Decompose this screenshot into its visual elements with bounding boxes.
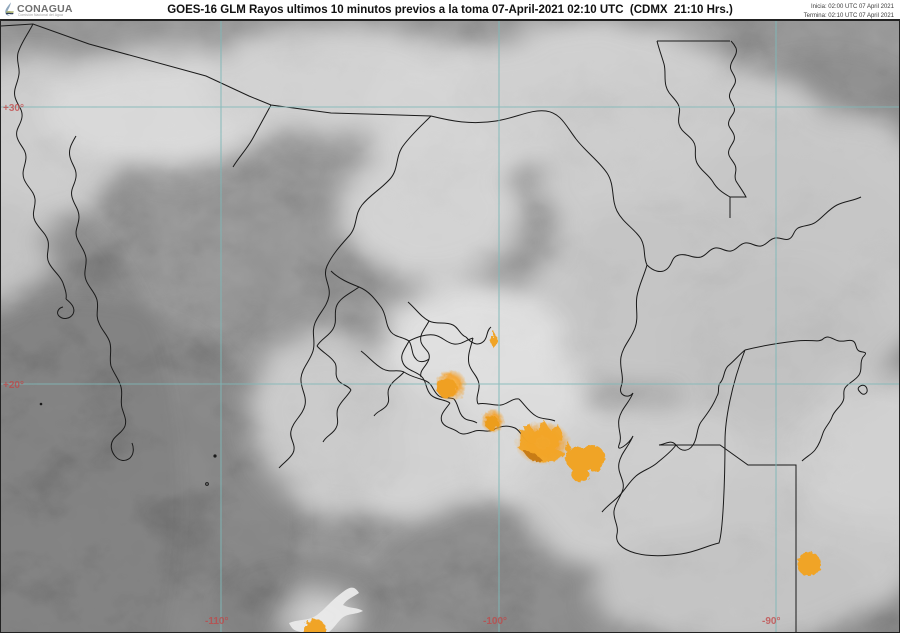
svg-text:+20°: +20° xyxy=(3,380,24,391)
svg-text:-110°: -110° xyxy=(205,616,228,627)
svg-text:-90°: -90° xyxy=(762,616,780,627)
svg-text:-100°: -100° xyxy=(483,616,507,627)
svg-text:+30°: +30° xyxy=(3,103,24,114)
